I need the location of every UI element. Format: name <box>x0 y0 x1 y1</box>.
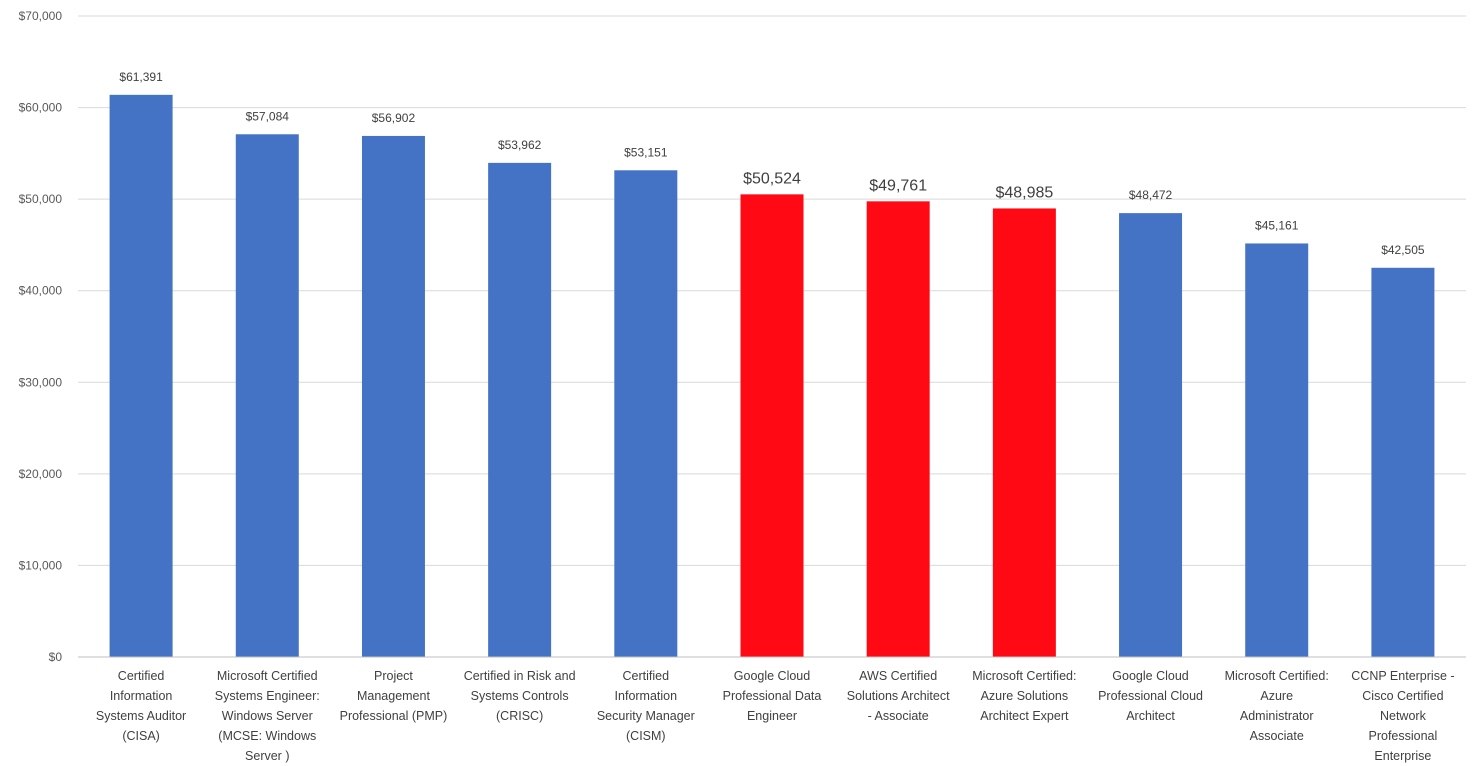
data-label: $61,391 <box>119 70 163 84</box>
x-tick-label-line: CCNP Enterprise - <box>1351 669 1455 683</box>
x-tick-label: Microsoft Certified: Azure Administrator As… <box>1215 666 1339 746</box>
data-label: $45,161 <box>1255 218 1299 232</box>
y-tick-label: $20,000 <box>19 467 63 481</box>
x-tick-label-line: Certified in Risk and <box>463 669 576 683</box>
y-tick-label: $30,000 <box>19 375 63 389</box>
x-tick-label-line: Azure Solutions <box>980 689 1069 703</box>
x-tick-label-line: Project <box>374 669 413 683</box>
x-tick-label: AWS Certified Solutions Architect - Associ… <box>836 666 960 726</box>
bar <box>109 94 173 657</box>
y-tick-label: $60,000 <box>19 101 63 115</box>
data-label: $42,505 <box>1381 243 1425 257</box>
bar <box>992 208 1056 657</box>
x-tick-label-line: Associate <box>1249 729 1304 743</box>
bar <box>488 162 552 658</box>
bar <box>740 194 804 657</box>
x-tick-label-line: Server ) <box>245 749 290 763</box>
x-tick-label-line: (CISA) <box>122 729 160 743</box>
x-tick-label-line: Professional Data <box>722 689 822 703</box>
data-label: $49,761 <box>869 177 927 194</box>
x-tick-label: Certified in Risk and Systems Controls (CR… <box>458 666 582 726</box>
x-tick-label-line: Azure <box>1260 689 1294 703</box>
x-tick-label-line: Security Manager <box>596 709 695 723</box>
x-tick-label-line: Enterprise <box>1374 749 1432 763</box>
x-tick-label-line: Google Cloud <box>1112 669 1189 683</box>
bar <box>866 201 930 657</box>
x-tick-label: Google Cloud Professional Data Engineer <box>710 666 834 726</box>
y-tick-label: $10,000 <box>19 558 63 572</box>
bar <box>1119 213 1183 658</box>
bar <box>235 134 299 657</box>
data-label: $53,962 <box>498 138 542 152</box>
x-tick-label-line: AWS Certified <box>859 669 938 683</box>
x-tick-label-line: Engineer <box>746 709 798 723</box>
bar <box>614 170 678 657</box>
x-tick-label: Google Cloud Professional Cloud Architect <box>1089 666 1213 726</box>
x-tick-label-line: Solutions Architect <box>846 689 950 703</box>
x-tick-label-line: Management <box>356 689 430 703</box>
data-label: $48,985 <box>995 184 1053 201</box>
x-tick-label-line: Certified <box>117 669 165 683</box>
x-tick-label-line: Professional Cloud <box>1098 689 1203 703</box>
data-label: $56,902 <box>372 111 416 125</box>
bar <box>1245 243 1309 657</box>
x-tick-label: Microsoft Certified: Azure Solutions Archi… <box>962 666 1086 726</box>
x-tick-label-line: Microsoft Certified: <box>1224 669 1329 683</box>
x-tick-label: CCNP Enterprise - Cisco Certified Network P… <box>1341 666 1465 766</box>
x-tick-label: Certified Information Systems Auditor (CISA… <box>79 666 203 746</box>
y-tick-label: $40,000 <box>19 284 63 298</box>
y-axis-tick-labels: $0 $10,000 $20,000 $30,000 $40,000 $50,000 $60… <box>19 9 63 664</box>
bars <box>109 94 1435 658</box>
data-label: $50,524 <box>743 170 801 187</box>
data-label: $57,084 <box>246 109 290 123</box>
x-tick-label-line: (CRISC) <box>496 709 544 723</box>
x-tick-label: Microsoft Certified Systems Engineer: Wind… <box>205 666 329 766</box>
x-tick-label: Certified Information Security Manager (CIS… <box>584 666 708 746</box>
x-tick-label-line: Windows Server <box>221 709 313 723</box>
data-labels: $61,391 $57,084 $56,902 $53,962 $53,151 $50,5… <box>119 70 1425 257</box>
x-tick-label-line: Administrator <box>1239 709 1314 723</box>
data-label: $53,151 <box>624 145 668 159</box>
x-tick-label-line: Network <box>1379 709 1426 723</box>
x-tick-label-line: Information <box>614 689 678 703</box>
x-tick-label-line: Microsoft Certified <box>216 669 318 683</box>
x-tick-label-line: Microsoft Certified: <box>972 669 1077 683</box>
x-tick-label-line: Cisco Certified <box>1362 689 1444 703</box>
y-tick-label: $70,000 <box>19 9 63 23</box>
x-tick-label-line: - Associate <box>867 709 929 723</box>
x-tick-label: Project Management Professional (PMP) <box>331 666 455 726</box>
bar <box>361 135 425 658</box>
x-tick-label-line: (MCSE: Windows <box>218 729 317 743</box>
x-tick-label-line: Architect Expert <box>980 709 1069 723</box>
x-tick-label-line: Architect <box>1126 709 1175 723</box>
x-tick-label-line: Professional <box>1368 729 1438 743</box>
x-tick-label-line: Certified <box>622 669 670 683</box>
y-tick-label: $50,000 <box>19 192 63 206</box>
x-tick-label-line: Information <box>109 689 173 703</box>
x-tick-label-line: Google Cloud <box>733 669 811 683</box>
x-tick-label-line: Systems Auditor <box>95 709 187 723</box>
bar <box>1371 267 1435 657</box>
x-tick-label-line: Systems Engineer: <box>214 689 320 703</box>
x-tick-label-line: Systems Controls <box>470 689 569 703</box>
x-tick-label-line: Professional (PMP) <box>339 709 448 723</box>
y-tick-label: $0 <box>49 650 63 664</box>
data-label: $48,472 <box>1129 188 1173 202</box>
x-tick-label-line: (CISM) <box>626 729 666 743</box>
